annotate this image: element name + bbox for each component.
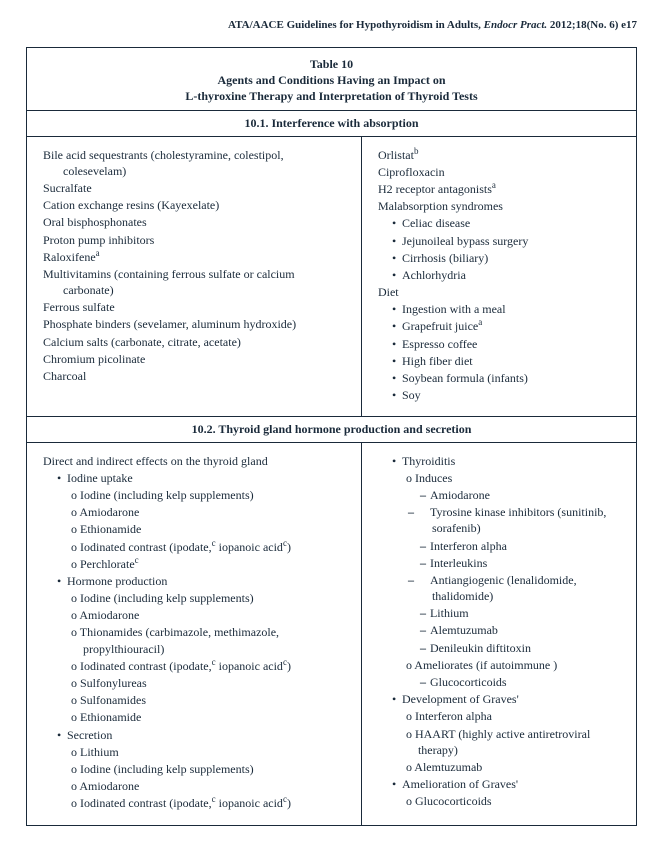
section-10-2-left-col: Direct and indirect effects on the thyro… [27,443,362,825]
list-item: Calcium salts (carbonate, citrate, aceta… [43,334,347,350]
list-item: o Amiodarone [43,607,347,623]
list-item: o Iodine (including kelp supplements) [43,761,347,777]
list-item: –Amiodarone [378,487,622,503]
table-title-line2: L-thyroxine Therapy and Interpretation o… [39,88,624,104]
list-item: o HAART (highly active antiretroviral th… [378,726,622,758]
section-10-2-right-col: •Thyroiditis o Induces –Amiodarone –Tyro… [362,443,636,825]
list-item: Direct and indirect effects on the thyro… [43,453,347,469]
list-item: •Achlorhydria [378,267,622,283]
list-item: •Amelioration of Graves' [378,776,622,792]
list-item: Bile acid sequestrants (cholestyramine, … [43,147,347,179]
list-item: Orlistatb [378,147,622,163]
list-item: o Amiodarone [43,778,347,794]
section-10-1-header: 10.1. Interference with absorption [27,111,636,136]
list-item: –Glucocorticoids [378,674,622,690]
list-item: –Denileukin diftitoxin [378,640,622,656]
list-item: •Iodine uptake [43,470,347,486]
list-item: o Iodinated contrast (ipodate,c iopanoic… [43,658,347,674]
list-item: Phosphate binders (sevelamer, aluminum h… [43,316,347,332]
list-item: Oral bisphosphonates [43,214,347,230]
list-item: o Iodine (including kelp supplements) [43,590,347,606]
header-journal: Endocr Pract. [484,19,548,31]
list-item: Sucralfate [43,180,347,196]
table-10: Table 10 Agents and Conditions Having an… [26,47,637,826]
list-item: •Jejunoileal bypass surgery [378,233,622,249]
list-item: Chromium picolinate [43,351,347,367]
list-item: Ciprofloxacin [378,164,622,180]
section-10-2-body: Direct and indirect effects on the thyro… [27,443,636,825]
list-item: o Induces [378,470,622,486]
list-item: •Development of Graves' [378,691,622,707]
header-citation: 2012;18(No. 6) e17 [547,19,637,31]
list-item: o Amiodarone [43,504,347,520]
section-10-1-left-col: Bile acid sequestrants (cholestyramine, … [27,137,362,417]
list-item: •High fiber diet [378,353,622,369]
list-item: –Lithium [378,605,622,621]
list-item: Cation exchange resins (Kayexelate) [43,197,347,213]
section-10-1-right-col: Orlistatb Ciprofloxacin H2 receptor anta… [362,137,636,417]
list-item: –Antiangiogenic (lenalidomide, thalidomi… [378,572,622,604]
list-item: •Soybean formula (infants) [378,370,622,386]
list-item: o Ethionamide [43,709,347,725]
section-10-2-header: 10.2. Thyroid gland hormone production a… [27,416,636,442]
list-item: o Lithium [43,744,347,760]
list-item: •Ingestion with a meal [378,301,622,317]
list-item: –Tyrosine kinase inhibitors (sunitinib, … [378,504,622,536]
list-item: o Iodinated contrast (ipodate,c iopanoic… [43,795,347,811]
list-item: o Ethionamide [43,521,347,537]
table-number: Table 10 [39,56,624,72]
list-item: –Alemtuzumab [378,622,622,638]
table-title-line1: Agents and Conditions Having an Impact o… [39,72,624,88]
list-item: •Grapefruit juicea [378,318,622,334]
list-item: Diet [378,284,622,300]
page: ATA/AACE Guidelines for Hypothyroidism i… [0,0,663,852]
section-10-1-body: Bile acid sequestrants (cholestyramine, … [27,137,636,417]
list-item: o Sulfonylureas [43,675,347,691]
list-item: o Ameliorates (if autoimmune ) [378,657,622,673]
list-item: o Iodine (including kelp supplements) [43,487,347,503]
list-item: •Soy [378,387,622,403]
list-item: •Espresso coffee [378,336,622,352]
list-item: Raloxifenea [43,249,347,265]
list-item: o Iodinated contrast (ipodate,c iopanoic… [43,539,347,555]
list-item: Ferrous sulfate [43,299,347,315]
list-item: o Alemtuzumab [378,759,622,775]
list-item: o Thionamides (carbimazole, methimazole,… [43,624,347,656]
table-title: Table 10 Agents and Conditions Having an… [27,48,636,112]
list-item: o Sulfonamides [43,692,347,708]
list-item: •Secretion [43,727,347,743]
list-item: Multivitamins (containing ferrous sulfat… [43,266,347,298]
list-item: •Celiac disease [378,215,622,231]
list-item: –Interleukins [378,555,622,571]
list-item: •Thyroiditis [378,453,622,469]
list-item: Proton pump inhibitors [43,232,347,248]
list-item: H2 receptor antagonistsa [378,181,622,197]
list-item: o Glucocorticoids [378,793,622,809]
list-item: o Interferon alpha [378,708,622,724]
list-item: Charcoal [43,368,347,384]
list-item: •Cirrhosis (biliary) [378,250,622,266]
list-item: Malabsorption syndromes [378,198,622,214]
list-item: •Hormone production [43,573,347,589]
running-header: ATA/AACE Guidelines for Hypothyroidism i… [26,18,637,33]
header-guideline: ATA/AACE Guidelines for Hypothyroidism i… [228,19,484,31]
list-item: –Interferon alpha [378,538,622,554]
list-item: o Perchloratec [43,556,347,572]
